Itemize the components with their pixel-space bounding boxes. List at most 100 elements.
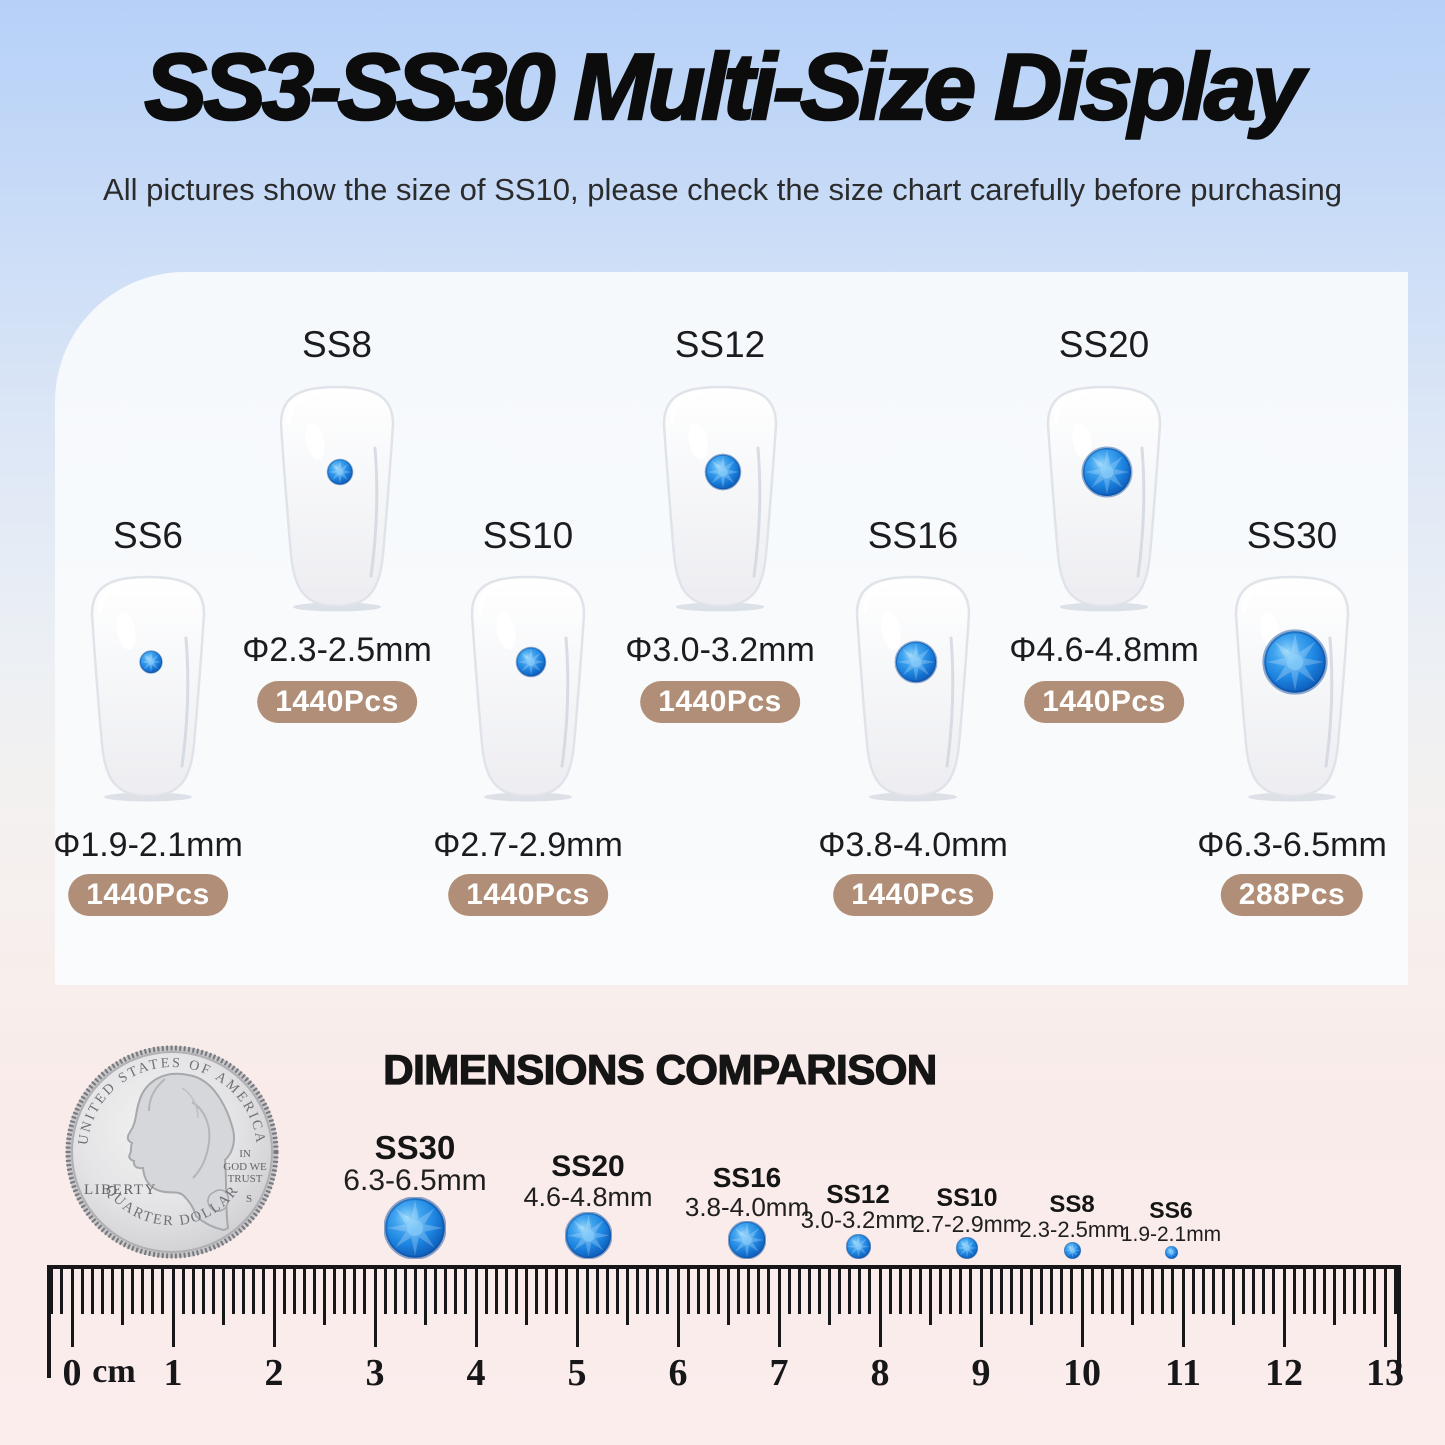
pieces-badge-ss6: 1440Pcs <box>68 874 228 916</box>
ruler-tick <box>494 1267 498 1314</box>
quarter-coin: UNITED STATES OF AMERICA QUARTER DOLLAR … <box>64 1044 280 1260</box>
ruler-tick <box>70 1267 74 1347</box>
ruler-tick <box>676 1267 680 1347</box>
ruler-tick <box>868 1267 872 1314</box>
ruler-tick <box>181 1267 185 1314</box>
pieces-badge-ss16: 1440Pcs <box>833 874 993 916</box>
ruler-tick <box>1120 1267 1124 1314</box>
ruler-right-edge <box>1397 1265 1401 1375</box>
ruler-tick <box>1282 1267 1286 1347</box>
ruler-tick <box>1262 1267 1266 1314</box>
ruler-tick <box>80 1267 84 1314</box>
ruler-tick <box>1353 1267 1357 1314</box>
ruler-tick <box>1080 1267 1084 1347</box>
ruler-number-3: 3 <box>365 1352 385 1394</box>
ruler-tick <box>282 1267 286 1314</box>
ruler-tick <box>1070 1267 1074 1314</box>
size-label-ss30: SS30 <box>1246 515 1338 556</box>
ruler-tick <box>1343 1267 1347 1314</box>
ruler-tick <box>110 1267 114 1314</box>
ruler-tick <box>797 1267 801 1314</box>
washington-profile <box>126 1072 235 1232</box>
comparison-dot-ss6 <box>1164 1245 1178 1260</box>
ruler-tick <box>222 1267 225 1325</box>
ruler-number-6: 6 <box>668 1352 688 1394</box>
nail-tip-graphic-ss8 <box>279 385 395 612</box>
size-display-panel <box>55 272 1408 985</box>
ruler-tick <box>383 1267 387 1314</box>
svg-text:S: S <box>246 1193 252 1205</box>
ruler-tick <box>807 1267 811 1314</box>
rhinestone-gem <box>139 650 163 674</box>
ruler-tick <box>575 1267 579 1347</box>
glare-highlight <box>496 612 516 650</box>
ruler-number-2: 2 <box>264 1352 284 1394</box>
glare-highlight <box>688 422 708 460</box>
ruler-tick <box>656 1267 660 1314</box>
ruler-tick <box>161 1267 165 1314</box>
ruler-tick <box>1100 1267 1104 1314</box>
nail-tip-graphic-ss6 <box>90 575 206 802</box>
ruler-tick <box>1110 1267 1114 1314</box>
size-label-ss12: SS12 <box>674 324 766 365</box>
ruler-tick <box>1090 1267 1094 1314</box>
dot-size-range-ss20: 4.6-4.8mm <box>523 1182 653 1212</box>
svg-text:GOD WE: GOD WE <box>223 1161 267 1173</box>
ruler-tick <box>878 1267 882 1347</box>
ruler-tick <box>1050 1267 1054 1314</box>
ruler-tick <box>262 1267 266 1314</box>
rhinestone-dot-graphic-ss20 <box>564 1211 612 1260</box>
ruler-tick <box>1141 1267 1145 1314</box>
nail-tip-ss8 <box>275 380 399 612</box>
ruler-tick <box>484 1267 488 1314</box>
ruler-tick <box>292 1267 296 1314</box>
ruler-tick <box>1333 1267 1336 1325</box>
ruler-tick <box>1292 1267 1296 1314</box>
rhinestone-gem <box>894 640 938 684</box>
glare-highlight <box>305 422 325 460</box>
rhinestone-dot-graphic-ss6 <box>1164 1245 1178 1260</box>
ruler-tick <box>555 1267 559 1314</box>
diameter-label-ss30: Φ6.3-6.5mm <box>1197 826 1387 864</box>
ruler-tick <box>1191 1267 1195 1314</box>
ruler-tick <box>272 1267 276 1347</box>
dot-size-range-ss12: 3.0-3.2mm <box>800 1207 916 1234</box>
ruler-tick <box>1040 1267 1044 1314</box>
ruler-tick <box>100 1267 104 1314</box>
ruler-tick <box>1151 1267 1155 1314</box>
ruler: 0 1 2 3 4 5 6 7 8 9 10 11 12 13 cm <box>47 1265 1404 1394</box>
comparison-dot-ss16 <box>727 1220 767 1260</box>
ruler-number-11: 11 <box>1165 1352 1201 1394</box>
rhinestone-dot-graphic-ss8 <box>1063 1241 1081 1260</box>
ruler-tick <box>898 1267 902 1314</box>
ruler-tick <box>191 1267 195 1314</box>
ruler-tick <box>1302 1267 1306 1314</box>
rhinestone-gem <box>704 453 742 491</box>
ruler-tick <box>1373 1267 1377 1314</box>
ruler-tick <box>90 1267 94 1314</box>
glare-highlight <box>1072 422 1092 460</box>
ruler-tick <box>888 1267 892 1314</box>
ruler-tick <box>646 1267 650 1314</box>
ruler-tick <box>1221 1267 1225 1314</box>
ruler-tick <box>615 1267 619 1314</box>
ruler-tick <box>949 1267 953 1314</box>
ruler-tick <box>50 1267 54 1314</box>
ruler-left-edge <box>47 1265 51 1378</box>
ruler-tick <box>343 1267 347 1314</box>
ruler-tick <box>908 1267 912 1314</box>
ruler-tick <box>545 1267 549 1314</box>
ruler-tick <box>151 1267 155 1314</box>
nail-tip-graphic-ss30 <box>1234 575 1350 802</box>
ruler-tick <box>1232 1267 1235 1325</box>
rhinestone-gem <box>515 646 547 678</box>
ruler-tick <box>413 1267 417 1314</box>
ruler-tick <box>1201 1267 1205 1314</box>
nail-tip-graphic-ss10 <box>470 575 586 802</box>
ruler-tick <box>757 1267 761 1314</box>
ruler-tick <box>1242 1267 1246 1314</box>
ruler-tick <box>838 1267 842 1314</box>
dot-size-range-ss6: 1.9-2.1mm <box>1120 1223 1222 1246</box>
ruler-number-1: 1 <box>163 1352 183 1394</box>
